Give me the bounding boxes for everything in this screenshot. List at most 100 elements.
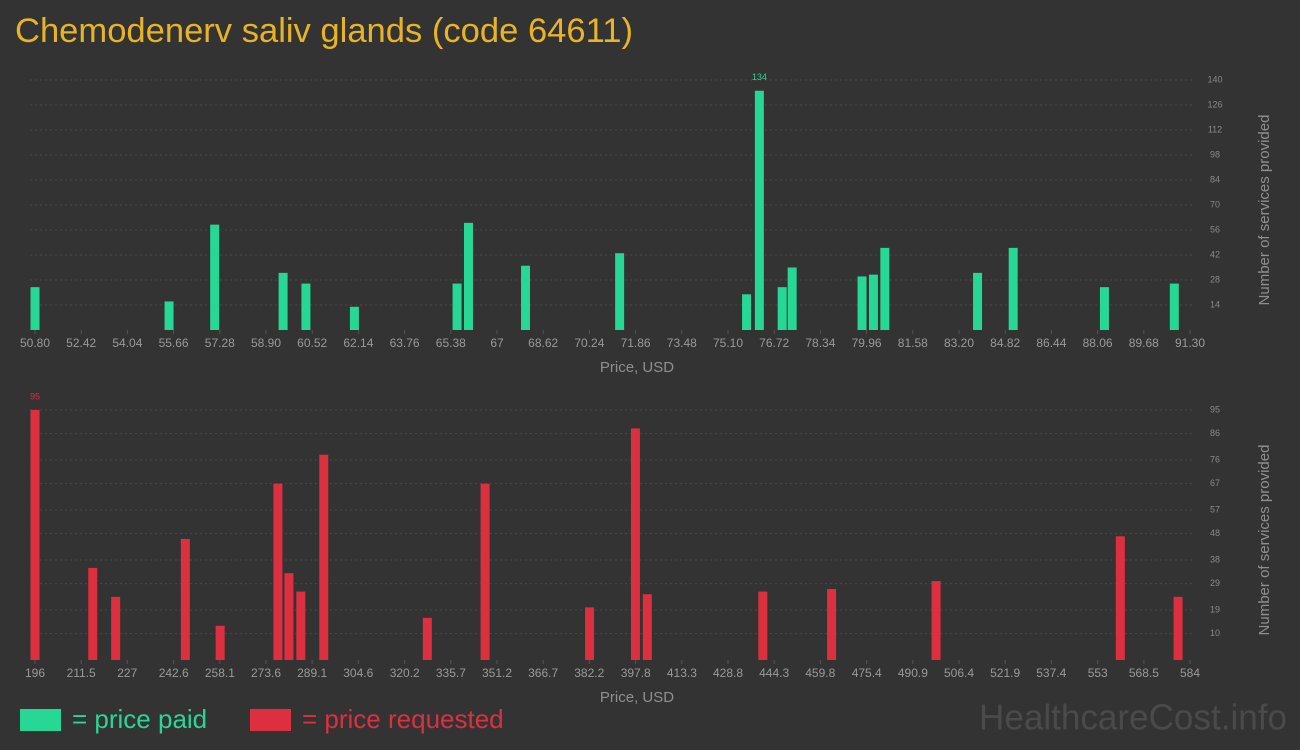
bar (615, 253, 625, 330)
bar (758, 591, 768, 660)
y-tick-label: 76 (1210, 454, 1220, 464)
y-tick-label: 10 (1210, 628, 1220, 638)
bar (857, 276, 867, 330)
bar (868, 274, 878, 330)
x-axis-title: Price, USD (600, 359, 674, 376)
bar (1115, 536, 1125, 660)
bar (164, 301, 174, 330)
y-tick-label: 57 (1210, 504, 1220, 514)
bar (880, 247, 890, 330)
x-tick-label: 444.3 (759, 666, 789, 680)
bar (319, 454, 329, 660)
x-tick-label: 506.4 (944, 666, 974, 680)
bar (754, 90, 764, 330)
bar (349, 306, 359, 330)
x-tick-label: 521.9 (990, 666, 1020, 680)
data-label: 134 (752, 72, 767, 82)
x-tick-label: 459.8 (805, 666, 835, 680)
watermark: HealthcareCost.info (979, 697, 1287, 738)
x-tick-label: 413.3 (667, 666, 697, 680)
x-tick-label: 67 (490, 336, 504, 350)
x-tick-label: 351.2 (482, 666, 512, 680)
y-tick-label: 48 (1210, 528, 1220, 538)
bar (787, 267, 797, 330)
x-tick-label: 81.58 (898, 336, 928, 350)
bar (742, 294, 752, 330)
x-tick-label: 211.5 (67, 666, 96, 680)
x-tick-label: 89.68 (1129, 336, 1159, 350)
x-tick-label: 62.14 (343, 336, 373, 350)
bar (296, 591, 306, 660)
legend-swatch (20, 709, 61, 731)
x-tick-label: 553 (1088, 666, 1108, 680)
x-tick-label: 490.9 (898, 666, 928, 680)
y-tick-label: 29 (1210, 578, 1220, 588)
y-tick-label: 42 (1210, 249, 1220, 259)
x-tick-label: 83.20 (944, 336, 974, 350)
x-tick-label: 428.8 (713, 666, 743, 680)
bar (1099, 287, 1109, 330)
bar (1169, 283, 1179, 330)
x-tick-label: 65.38 (436, 336, 466, 350)
bar (284, 573, 294, 660)
data-label: 95 (30, 391, 40, 401)
bar (273, 483, 283, 660)
bar (210, 224, 220, 330)
y-tick-label: 28 (1210, 274, 1220, 284)
x-tick-label: 537.4 (1036, 666, 1066, 680)
bar (452, 283, 462, 330)
x-tick-label: 568.5 (1129, 666, 1159, 680)
x-tick-label: 196 (25, 666, 45, 680)
bar (1008, 247, 1018, 330)
x-tick-label: 91.30 (1175, 336, 1205, 350)
bar (30, 287, 40, 330)
y-tick-label: 95 (1210, 404, 1220, 414)
y-tick-label: 14 (1210, 299, 1220, 309)
bar (480, 483, 490, 660)
x-tick-label: 304.6 (343, 666, 373, 680)
x-tick-label: 50.80 (20, 336, 50, 350)
x-tick-label: 335.7 (436, 666, 466, 680)
x-tick-label: 88.06 (1083, 336, 1113, 350)
x-tick-label: 397.8 (621, 666, 651, 680)
bar (973, 272, 983, 330)
bar (30, 410, 40, 660)
bar (278, 272, 288, 330)
x-tick-label: 273.6 (251, 666, 281, 680)
x-tick-label: 76.72 (759, 336, 789, 350)
legend-label: = price requested (302, 704, 504, 734)
legend-swatch (250, 709, 291, 731)
x-tick-label: 60.52 (297, 336, 327, 350)
x-tick-label: 289.1 (297, 666, 327, 680)
chart-title: Chemodenerv saliv glands (code 64611) (15, 12, 633, 50)
x-tick-label: 63.76 (390, 336, 420, 350)
x-tick-label: 382.2 (574, 666, 604, 680)
x-tick-label: 68.62 (528, 336, 558, 350)
x-tick-label: 78.34 (805, 336, 835, 350)
bar (422, 617, 432, 660)
x-tick-label: 242.6 (159, 666, 189, 680)
x-tick-label: 584 (1180, 666, 1200, 680)
bar (931, 581, 941, 660)
x-tick-label: 55.66 (159, 336, 189, 350)
bar (1173, 596, 1183, 660)
y-tick-label: 67 (1210, 478, 1220, 488)
y-tick-label: 140 (1207, 74, 1222, 84)
x-tick-label: 79.96 (852, 336, 882, 350)
bar (111, 596, 121, 660)
y-tick-label: 98 (1210, 149, 1220, 159)
bar (521, 265, 531, 330)
x-axis-title: Price, USD (600, 689, 674, 706)
x-tick-label: 75.10 (713, 336, 743, 350)
legend-label: = price paid (72, 704, 207, 734)
y-axis-title: Number of services provided (1256, 445, 1273, 636)
x-tick-label: 366.7 (528, 666, 558, 680)
x-tick-label: 70.24 (574, 336, 604, 350)
x-tick-label: 58.90 (251, 336, 281, 350)
bar (180, 538, 190, 660)
y-tick-label: 38 (1210, 554, 1220, 564)
x-tick-label: 52.42 (66, 336, 96, 350)
x-tick-label: 320.2 (390, 666, 420, 680)
x-tick-label: 71.86 (621, 336, 651, 350)
